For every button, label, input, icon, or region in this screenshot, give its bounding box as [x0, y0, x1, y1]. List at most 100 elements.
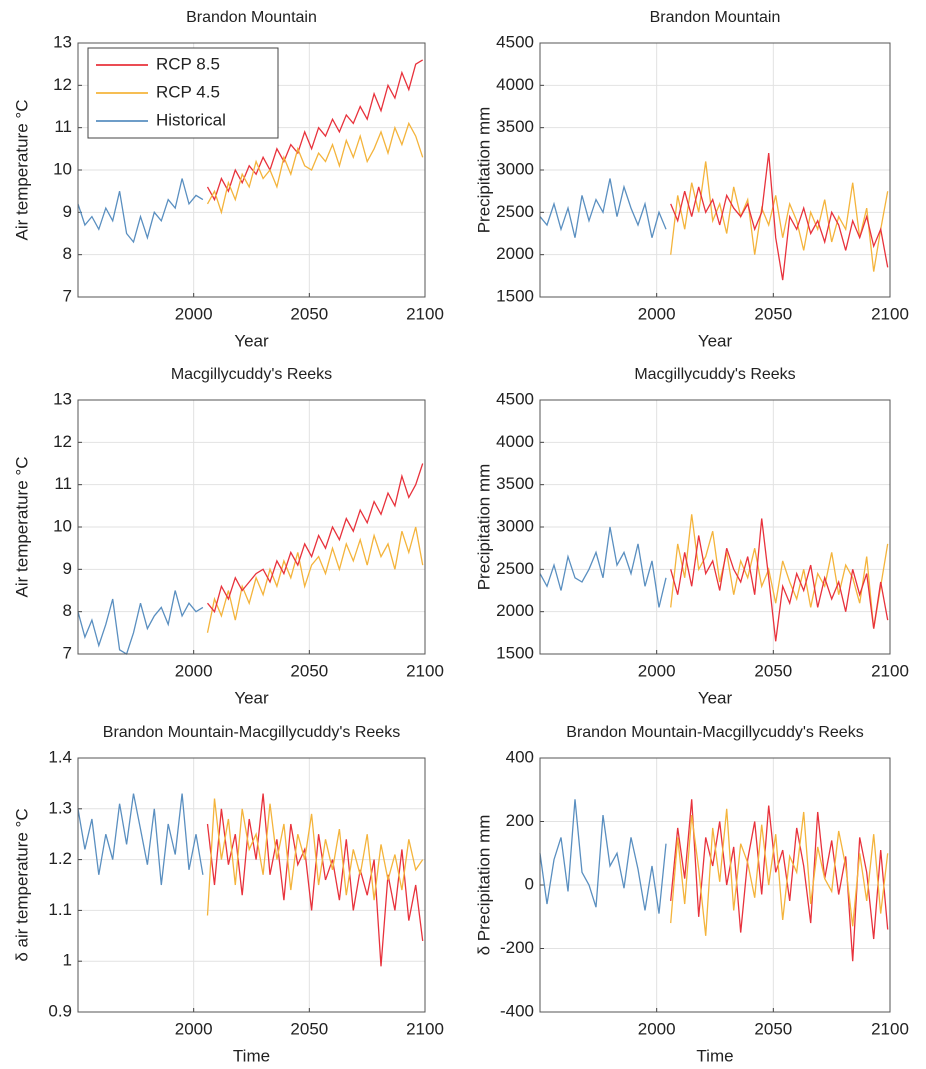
y-axis-label: Precipitation mm [474, 107, 493, 234]
plot-area [78, 758, 425, 1012]
data-line [206, 59, 424, 202]
legend-label: RCP 8.5 [156, 54, 220, 73]
data-line [206, 793, 424, 967]
x-tick-label: 2100 [871, 304, 909, 323]
y-tick-label: 1500 [496, 643, 534, 662]
y-tick-label: 4000 [496, 432, 534, 451]
x-tick-label: 2100 [871, 661, 909, 680]
x-axis-label: Time [233, 1046, 270, 1065]
y-tick-label: 400 [506, 747, 534, 766]
y-tick-label: 2000 [496, 601, 534, 620]
x-tick-label: 2000 [638, 661, 676, 680]
chart-title: Brandon Mountain-Macgillycuddy's Reeks [566, 724, 863, 741]
data-line [670, 808, 889, 936]
y-tick-label: -400 [500, 1001, 534, 1020]
chart-title: Macgillycuddy's Reeks [171, 366, 332, 383]
y-tick-label: 1 [63, 951, 72, 970]
legend-label: RCP 4.5 [156, 82, 220, 101]
y-tick-label: 3500 [496, 117, 534, 136]
y-axis-label: δ air temperature °C [12, 808, 31, 961]
y-tick-label: 7 [63, 643, 72, 662]
chart-title: Brandon Mountain [650, 9, 781, 26]
x-tick-label: 2000 [638, 1019, 676, 1038]
y-tick-label: 0 [525, 874, 534, 893]
y-tick-label: 11 [54, 117, 72, 136]
y-axis-label: Precipitation mm [474, 464, 493, 591]
x-tick-label: 2050 [754, 304, 792, 323]
plot-frame [77, 757, 426, 1013]
data-line [539, 178, 667, 238]
y-tick-label: 8 [63, 244, 72, 263]
chart-title: Brandon Mountain-Macgillycuddy's Reeks [103, 724, 400, 741]
x-tick-label: 2050 [290, 304, 328, 323]
chart-title: Macgillycuddy's Reeks [634, 366, 795, 383]
x-axis-label: Year [234, 688, 269, 707]
y-tick-label: 1.4 [48, 747, 72, 766]
data-line [77, 178, 204, 244]
data-line [206, 121, 424, 215]
x-axis-label: Time [696, 1046, 733, 1065]
data-line [670, 161, 889, 272]
data-line [77, 590, 204, 655]
y-tick-label: 2500 [496, 202, 534, 221]
plot-frame [539, 757, 891, 1013]
y-tick-label: 10 [53, 159, 72, 178]
y-tick-label: 2500 [496, 559, 534, 578]
x-tick-label: 2100 [406, 304, 444, 323]
x-tick-label: 2100 [406, 1019, 444, 1038]
data-line [670, 153, 889, 281]
plot-frame [77, 42, 426, 298]
y-tick-label: 2000 [496, 244, 534, 263]
y-tick-label: 13 [53, 389, 72, 408]
y-tick-label: 1.1 [48, 900, 72, 919]
y-tick-label: 200 [506, 811, 534, 830]
y-tick-label: 12 [53, 432, 72, 451]
x-axis-label: Year [698, 331, 733, 350]
x-axis-label: Year [234, 331, 269, 350]
y-tick-label: 4500 [496, 32, 534, 51]
y-tick-label: 11 [54, 474, 72, 493]
y-axis-label: Air temperature °C [12, 457, 31, 598]
y-tick-label: 3000 [496, 516, 534, 535]
plot-frame [77, 399, 426, 655]
x-tick-label: 2050 [754, 661, 792, 680]
data-line [539, 799, 667, 914]
y-tick-label: 10 [53, 516, 72, 535]
y-tick-label: -200 [500, 938, 534, 957]
y-tick-label: 9 [63, 202, 72, 221]
y-tick-label: 3000 [496, 159, 534, 178]
data-line [670, 518, 889, 642]
y-tick-label: 12 [53, 75, 72, 94]
y-axis-label: δ Precipitation mm [474, 815, 493, 956]
data-line [206, 463, 424, 614]
y-tick-label: 3500 [496, 474, 534, 493]
data-line [206, 798, 424, 916]
x-tick-label: 2000 [175, 661, 213, 680]
y-tick-label: 4000 [496, 75, 534, 94]
y-tick-label: 9 [63, 559, 72, 578]
plot-frame [539, 399, 891, 655]
data-line [539, 526, 667, 608]
legend-box [87, 47, 279, 139]
y-tick-label: 7 [63, 286, 72, 305]
x-tick-label: 2000 [638, 304, 676, 323]
x-tick-label: 2050 [754, 1019, 792, 1038]
x-tick-label: 2050 [290, 661, 328, 680]
y-axis-label: Air temperature °C [12, 100, 31, 241]
y-tick-label: 0.9 [48, 1001, 72, 1020]
y-tick-label: 13 [53, 32, 72, 51]
x-tick-label: 2100 [406, 661, 444, 680]
y-tick-label: 8 [63, 601, 72, 620]
x-tick-label: 2000 [175, 1019, 213, 1038]
x-axis-label: Year [698, 688, 733, 707]
plot-frame [539, 42, 891, 298]
y-tick-label: 1.2 [48, 849, 72, 868]
chart-title: Brandon Mountain [186, 9, 317, 26]
data-line [77, 793, 204, 886]
y-tick-label: 4500 [496, 389, 534, 408]
x-tick-label: 2000 [175, 304, 213, 323]
y-tick-label: 1500 [496, 286, 534, 305]
x-tick-label: 2050 [290, 1019, 328, 1038]
x-tick-label: 2100 [871, 1019, 909, 1038]
